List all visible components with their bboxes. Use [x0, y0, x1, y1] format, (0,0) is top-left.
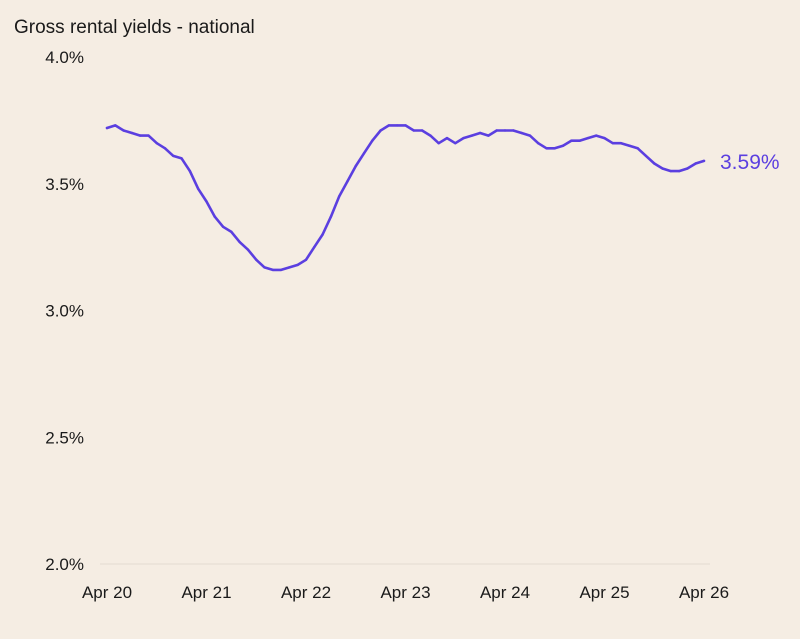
data-point — [387, 124, 391, 127]
data-point — [163, 147, 167, 150]
data-point — [669, 169, 672, 173]
data-point — [470, 134, 473, 137]
y-tick-label: 3.0% — [45, 302, 84, 321]
data-point — [644, 154, 648, 158]
data-point — [586, 136, 590, 140]
data-point — [263, 266, 266, 269]
data-point — [628, 144, 631, 147]
data-point — [221, 225, 225, 228]
data-point — [238, 240, 241, 244]
data-point — [213, 215, 216, 218]
data-point — [537, 142, 540, 145]
data-point — [420, 129, 424, 132]
data-point — [545, 147, 548, 150]
y-axis-ticks: 2.0% 2.5% 3.0% 3.5% 4.0% — [45, 48, 84, 574]
data-point — [702, 159, 706, 163]
data-point — [105, 126, 109, 130]
y-tick-label: 3.5% — [45, 175, 84, 194]
data-point — [288, 266, 291, 269]
data-point — [147, 134, 150, 137]
data-point — [279, 268, 283, 272]
data-point — [462, 136, 465, 140]
x-tick-label: Apr 26 — [679, 583, 729, 602]
data-point — [313, 245, 316, 249]
data-point — [478, 131, 482, 135]
y-tick-label: 2.5% — [45, 428, 84, 447]
x-tick-label: Apr 25 — [579, 583, 629, 602]
data-point — [694, 162, 697, 165]
data-point — [512, 129, 515, 132]
data-point — [255, 258, 258, 261]
data-point — [454, 142, 457, 145]
data-point — [172, 154, 175, 158]
data-point — [114, 124, 117, 127]
data-point — [503, 129, 507, 132]
x-axis-ticks: Apr 20 Apr 21 Apr 22 Apr 23 Apr 24 Apr 25 Apr … — [82, 583, 729, 602]
data-point — [271, 268, 274, 272]
series-line — [105, 124, 706, 272]
data-point — [130, 131, 134, 135]
y-tick-label: 4.0% — [45, 48, 84, 67]
data-point — [379, 129, 382, 132]
series-points — [105, 124, 706, 272]
data-point — [653, 162, 656, 165]
data-point — [205, 200, 208, 203]
data-point — [553, 147, 556, 150]
data-point — [180, 157, 183, 160]
data-point — [230, 230, 233, 234]
data-point — [611, 142, 614, 145]
data-point — [495, 129, 498, 132]
data-point — [528, 134, 532, 137]
data-point — [412, 129, 415, 132]
data-point — [686, 167, 689, 170]
data-point — [197, 187, 200, 190]
data-point — [304, 258, 308, 261]
data-point — [437, 142, 440, 145]
y-tick-label: 2.0% — [45, 555, 84, 574]
data-point — [578, 139, 581, 142]
data-point — [677, 169, 681, 173]
data-point — [429, 134, 432, 137]
data-point — [404, 124, 407, 127]
data-point — [246, 248, 250, 251]
data-point — [561, 144, 565, 147]
data-point — [139, 134, 142, 137]
x-tick-label: Apr 20 — [82, 583, 132, 602]
x-tick-label: Apr 23 — [380, 583, 430, 602]
data-point — [362, 152, 366, 155]
x-tick-label: Apr 22 — [281, 583, 331, 602]
data-point — [346, 180, 349, 183]
data-point — [396, 124, 399, 127]
data-point — [636, 147, 639, 150]
data-point — [595, 134, 598, 137]
data-point — [487, 134, 490, 137]
data-point — [122, 129, 125, 132]
chart-title: Gross rental yields - national — [14, 17, 255, 38]
x-tick-label: Apr 24 — [480, 583, 530, 602]
data-point — [354, 164, 357, 168]
data-point — [188, 169, 192, 173]
end-value-label: 3.59% — [720, 151, 780, 174]
data-point — [338, 195, 341, 198]
x-tick-label: Apr 21 — [181, 583, 231, 602]
data-point — [321, 233, 324, 236]
data-point — [155, 142, 158, 145]
data-point — [445, 136, 449, 140]
data-point — [619, 142, 623, 145]
data-point — [329, 215, 333, 218]
data-point — [661, 167, 664, 170]
data-point — [371, 139, 374, 142]
data-point — [570, 139, 573, 142]
data-point — [603, 136, 606, 140]
data-point — [296, 263, 299, 267]
data-point — [520, 131, 523, 135]
